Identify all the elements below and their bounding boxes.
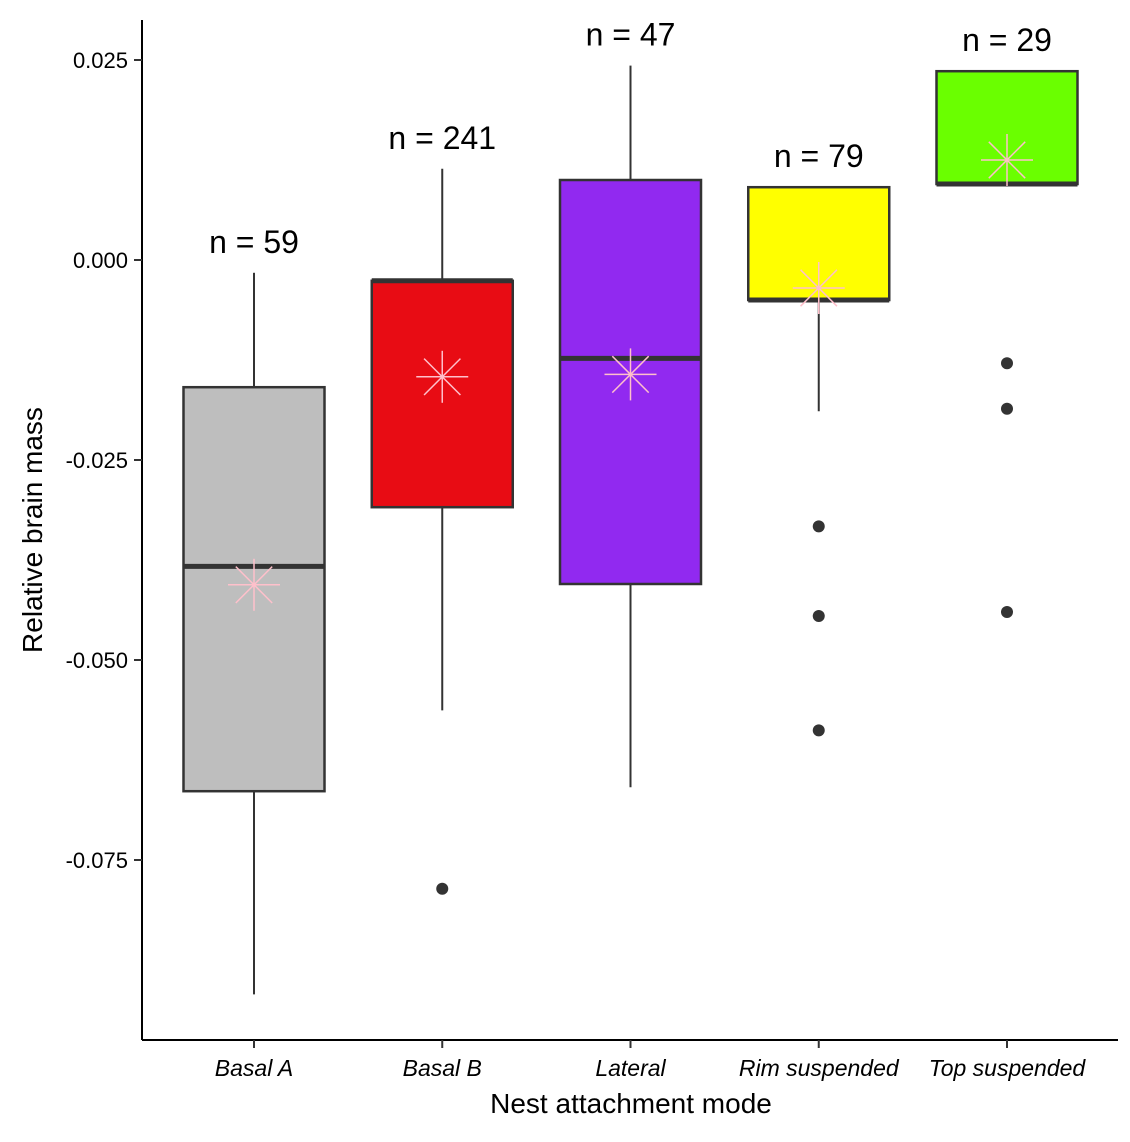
n-label: n = 59 [209, 224, 299, 260]
x-tick-label: Rim suspended [739, 1055, 900, 1081]
x-tick-label: Basal A [215, 1055, 293, 1081]
outlier-point [812, 610, 825, 622]
n-label: n = 79 [774, 138, 864, 174]
y-axis-label: Relative brain mass [17, 407, 48, 653]
axes: 0.025 0.000 -0.025 -0.050 -0.075 Basal A Basal… [66, 20, 1118, 1081]
n-label: n = 241 [388, 120, 496, 156]
x-axis-label: Nest attachment mode [490, 1088, 772, 1119]
mean-marker [981, 134, 1033, 186]
outlier-point [436, 882, 449, 895]
n-label: n = 29 [962, 22, 1052, 58]
n-label: n = 47 [586, 17, 676, 53]
outlier-point [1001, 357, 1013, 370]
mean-marker [792, 262, 845, 314]
x-tick-label: Top suspended [929, 1055, 1087, 1081]
y-tick-label: -0.050 [66, 648, 128, 673]
mean-marker [228, 558, 280, 611]
box-group-basal-b: n = 241 [370, 120, 514, 895]
box-group-rim-suspended: n = 79 [747, 138, 891, 737]
boxes: n = 59 n = 241 n = 47 n = 79 n = 29 [182, 17, 1079, 995]
box-group-top-suspended: n = 29 [935, 22, 1079, 618]
outlier-point [812, 724, 825, 737]
outlier-point [1001, 606, 1013, 618]
mean-marker [604, 348, 657, 401]
box-group-lateral: n = 47 [558, 17, 703, 788]
y-tick-label: 0.000 [73, 248, 128, 273]
x-tick-label: Lateral [595, 1055, 666, 1081]
mean-marker [416, 350, 469, 403]
box-group-basal-a: n = 59 [182, 224, 326, 995]
x-tick-label: Basal B [403, 1055, 482, 1081]
y-tick-label: 0.025 [73, 48, 128, 73]
outlier-point [1001, 402, 1013, 415]
outlier-point [812, 520, 825, 533]
y-tick-label: -0.025 [66, 448, 128, 473]
y-tick-label: -0.075 [66, 848, 128, 873]
